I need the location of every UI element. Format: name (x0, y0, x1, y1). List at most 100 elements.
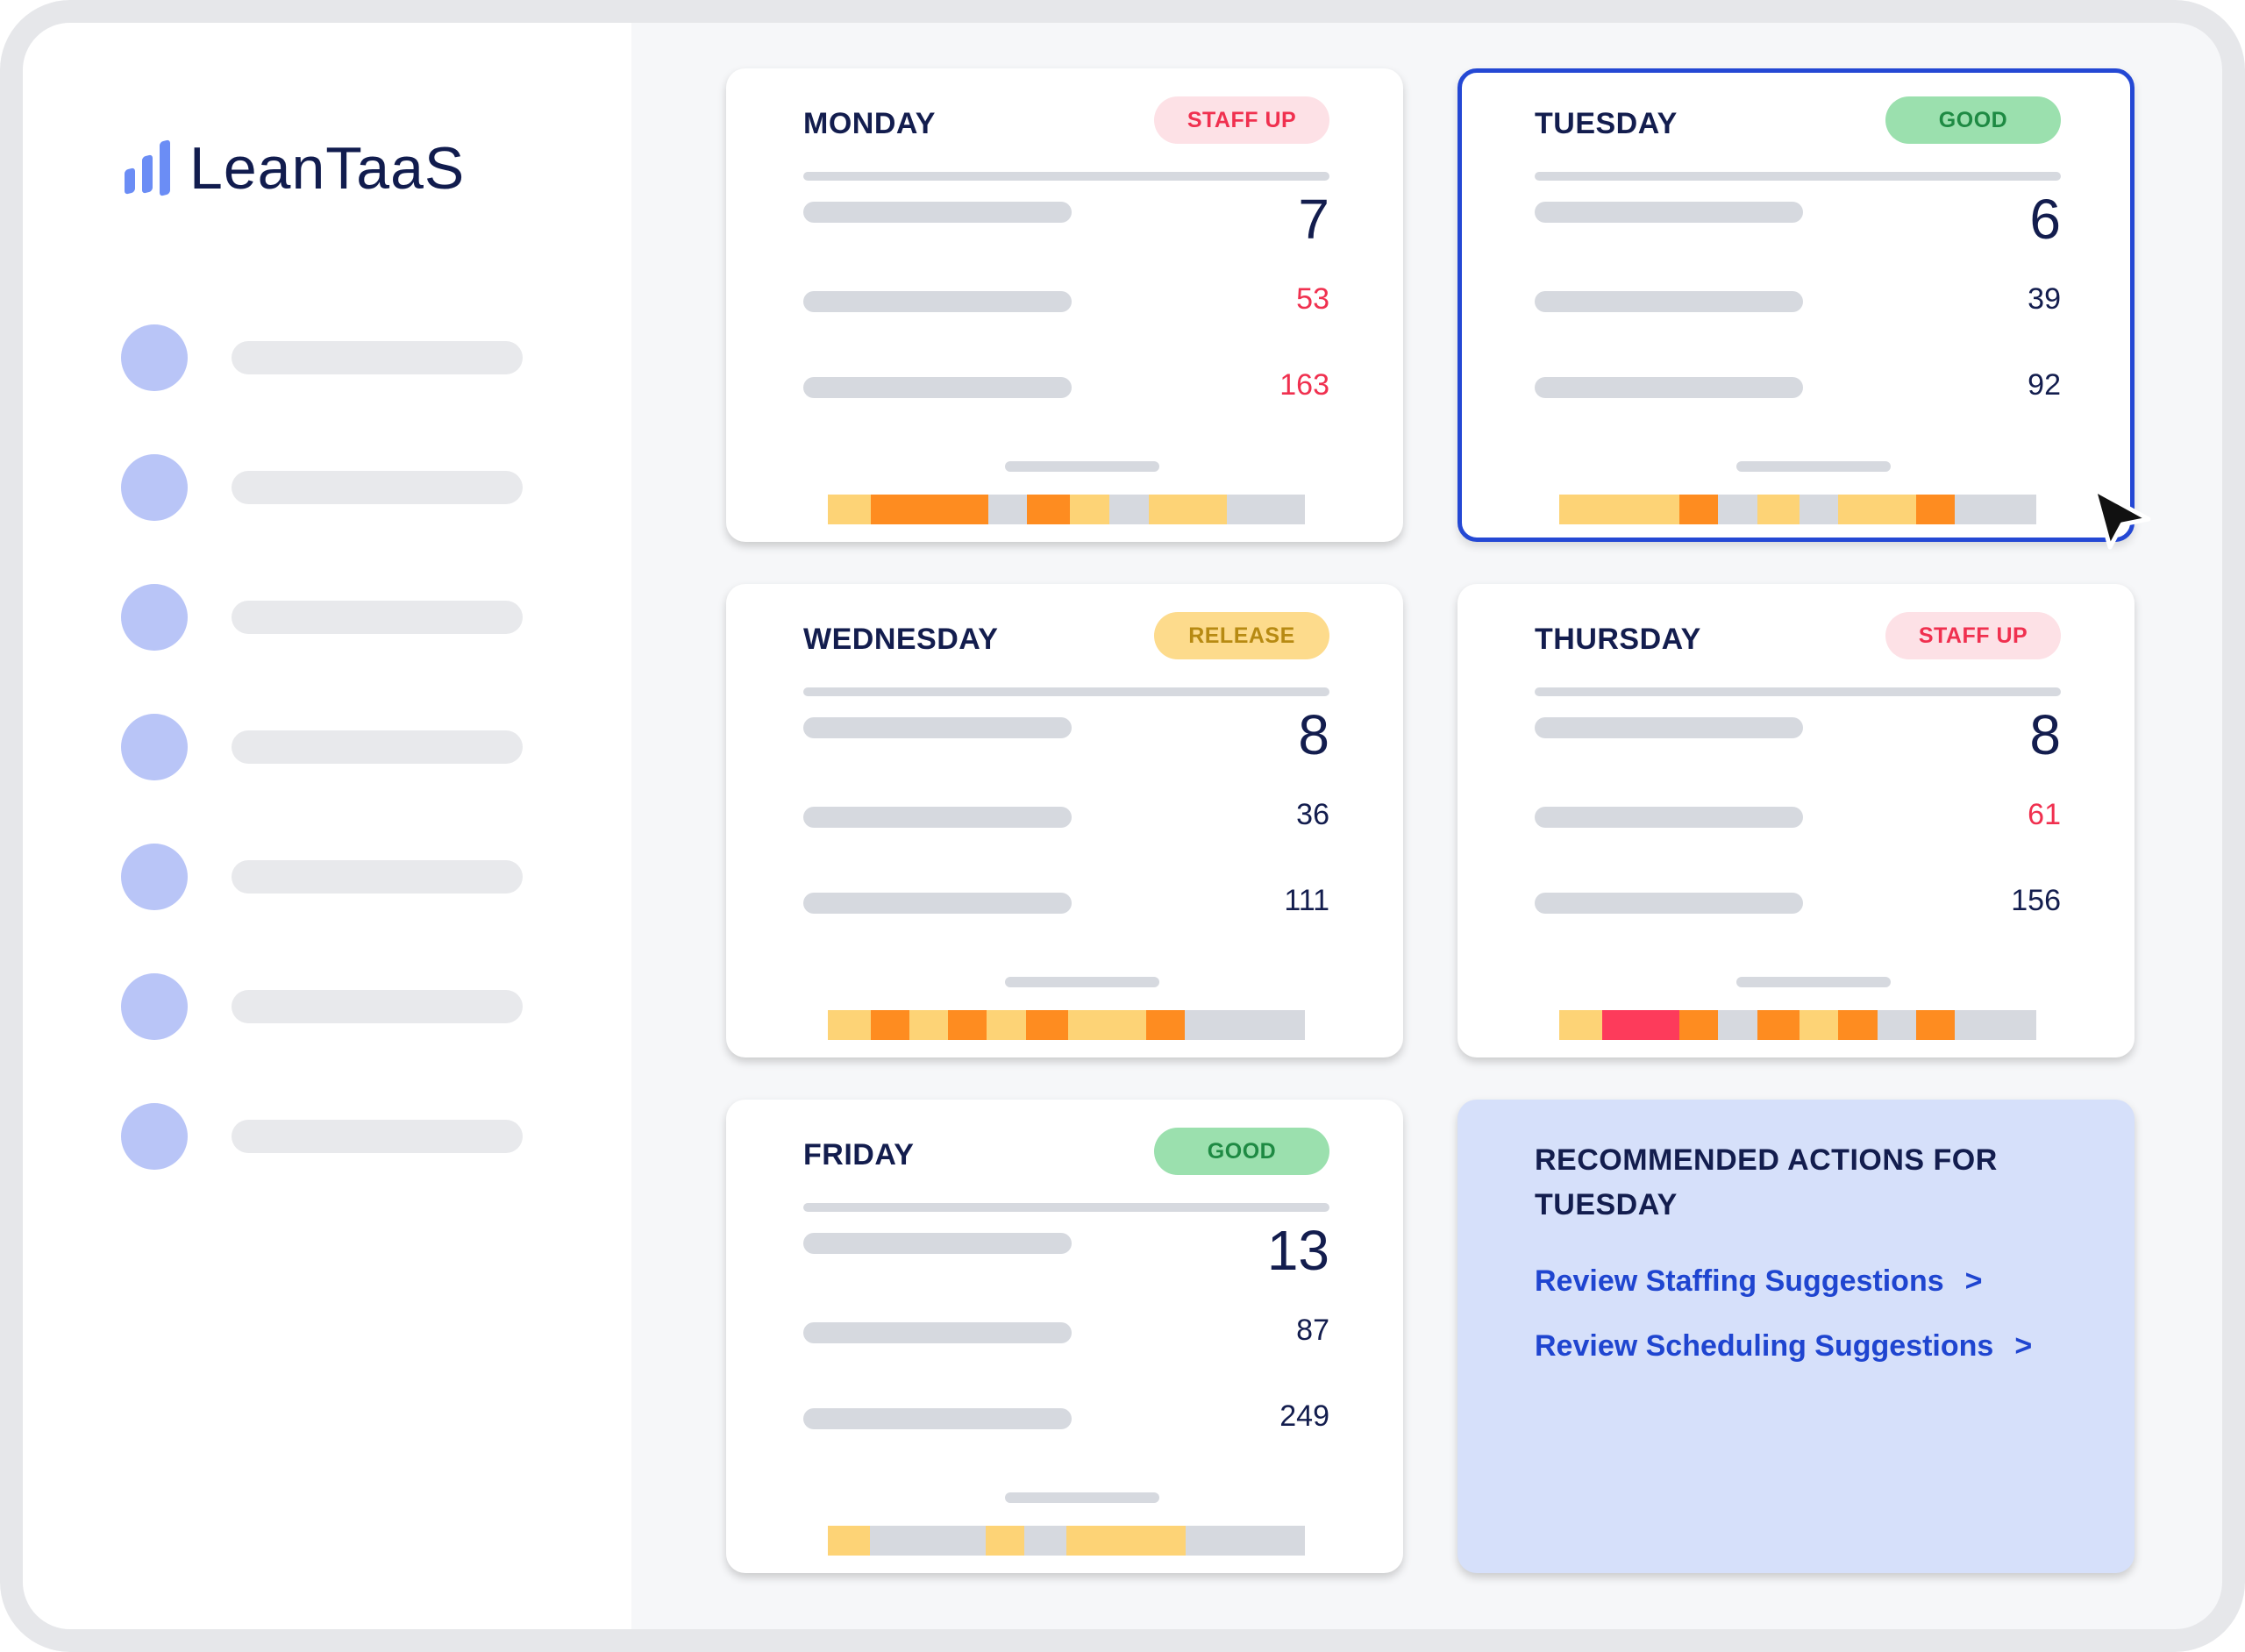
heat-segment-gray (1023, 1526, 1066, 1556)
sidebar-item[interactable] (121, 1103, 523, 1170)
sidebar-item[interactable] (121, 844, 523, 910)
heat-segment-orange (1145, 1010, 1185, 1040)
heat-segment-yellow (1070, 495, 1110, 524)
heat-segment-gray (1184, 1010, 1305, 1040)
row-label-placeholder (803, 202, 1072, 223)
primary-value: 6 (2029, 188, 2061, 251)
heat-segment-yellow (1559, 1010, 1602, 1040)
heat-segment-yellow (987, 1010, 1026, 1040)
row-label-placeholder (803, 1408, 1072, 1429)
heat-segment-gray (870, 1526, 986, 1556)
nav-dot-icon (121, 584, 188, 651)
status-badge: RELEASE (1154, 612, 1329, 659)
secondary-value: 36 (1296, 798, 1329, 831)
heatmap-label-placeholder (1005, 461, 1159, 472)
review-staffing-label: Review Staffing Suggestions (1535, 1264, 1944, 1298)
day-card-thursday[interactable]: THURSDAY STAFF UP 8 61 156 (1457, 584, 2135, 1057)
review-scheduling-label: Review Scheduling Suggestions (1535, 1329, 1994, 1363)
heat-segment-yellow (1757, 495, 1800, 524)
status-badge: STAFF UP (1885, 612, 2061, 659)
day-title: FRIDAY (803, 1138, 915, 1171)
nav-dot-icon (121, 1103, 188, 1170)
card-content: THURSDAY STAFF UP 8 61 156 (1457, 584, 2135, 1057)
nav-dot-icon (121, 324, 188, 391)
tertiary-value: 163 (1279, 368, 1329, 402)
sidebar-item-label-placeholder (232, 990, 523, 1023)
heat-segment-yellow (1068, 1010, 1146, 1040)
nav-dot-icon (121, 973, 188, 1040)
tertiary-value: 92 (2028, 368, 2061, 402)
brand-name: LeanTaaS (189, 135, 466, 202)
heat-segment-orange (948, 1010, 987, 1040)
heatmap-label-placeholder (1005, 977, 1159, 987)
card-divider (803, 172, 1329, 181)
day-title: MONDAY (803, 107, 936, 140)
primary-value: 13 (1266, 1219, 1329, 1282)
day-card-monday[interactable]: MONDAY STAFF UP 7 53 163 (726, 68, 1403, 542)
card-divider (803, 687, 1329, 696)
heat-segment-yellow (828, 1526, 871, 1556)
chevron-right-icon: > (1964, 1264, 1983, 1298)
heat-segment-gray (987, 495, 1028, 524)
day-card-tuesday[interactable]: TUESDAY GOOD 6 39 92 (1457, 68, 2135, 542)
sidebar-item[interactable] (121, 584, 523, 651)
brand-logo[interactable]: LeanTaaS (125, 135, 465, 202)
row-label-placeholder (803, 717, 1072, 738)
hourly-heat-strip (828, 1526, 1305, 1556)
tertiary-value: 249 (1279, 1399, 1329, 1433)
primary-value: 7 (1298, 188, 1329, 251)
card-content: TUESDAY GOOD 6 39 92 (1457, 68, 2135, 542)
heat-segment-yellow (1559, 495, 1680, 524)
heat-segment-orange (1679, 495, 1719, 524)
day-card-wednesday[interactable]: WEDNESDAY RELEASE 8 36 111 (726, 584, 1403, 1057)
sidebar-item[interactable] (121, 454, 523, 521)
secondary-value: 53 (1296, 282, 1329, 316)
heat-segment-gray (1185, 1526, 1305, 1556)
sidebar-item-label-placeholder (232, 1120, 523, 1153)
sidebar-item[interactable] (121, 324, 523, 391)
heatmap-label-placeholder (1005, 1492, 1159, 1503)
heat-segment-orange (1915, 1010, 1956, 1040)
row-label-placeholder (803, 291, 1072, 312)
row-label-placeholder (803, 1322, 1072, 1343)
hourly-heat-strip (828, 1010, 1305, 1040)
tertiary-value: 156 (2011, 884, 2061, 917)
heatmap-label-placeholder (1736, 977, 1891, 987)
sidebar-item-label-placeholder (232, 860, 523, 894)
status-badge: GOOD (1885, 96, 2061, 144)
row-label-placeholder (1535, 807, 1803, 828)
recommended-actions-panel: RECOMMENDED ACTIONS FOR TUESDAY Review S… (1457, 1100, 2135, 1573)
heat-segment-red (1601, 1010, 1680, 1040)
row-label-placeholder (1535, 893, 1803, 914)
chevron-right-icon: > (2014, 1329, 2033, 1363)
status-badge: STAFF UP (1154, 96, 1329, 144)
sidebar-item[interactable] (121, 714, 523, 780)
heat-segment-gray (1955, 1010, 2036, 1040)
heat-segment-yellow (909, 1010, 949, 1040)
card-content: WEDNESDAY RELEASE 8 36 111 (726, 584, 1403, 1057)
card-divider (803, 1203, 1329, 1212)
review-scheduling-link[interactable]: Review Scheduling Suggestions > (1535, 1329, 2032, 1364)
day-title: TUESDAY (1535, 107, 1678, 140)
day-card-friday[interactable]: FRIDAY GOOD 13 87 249 (726, 1100, 1403, 1573)
heatmap-label-placeholder (1736, 461, 1891, 472)
row-label-placeholder (803, 807, 1072, 828)
heat-segment-yellow (1148, 495, 1227, 524)
row-label-placeholder (1535, 202, 1803, 223)
day-title: THURSDAY (1535, 623, 1701, 656)
sidebar-item-label-placeholder (232, 730, 523, 764)
review-staffing-link[interactable]: Review Staffing Suggestions > (1535, 1264, 1982, 1299)
day-title: WEDNESDAY (803, 623, 999, 656)
status-badge: GOOD (1154, 1128, 1329, 1175)
heat-segment-gray (1877, 1010, 1916, 1040)
tertiary-value: 111 (1284, 884, 1329, 917)
hourly-heat-strip (1559, 1010, 2036, 1040)
heat-segment-gray (1718, 1010, 1757, 1040)
heat-segment-yellow (1065, 1526, 1186, 1556)
card-content: MONDAY STAFF UP 7 53 163 (726, 68, 1403, 542)
heat-segment-gray (1800, 495, 1839, 524)
row-label-placeholder (1535, 291, 1803, 312)
sidebar-item[interactable] (121, 973, 523, 1040)
heat-segment-orange (1757, 1010, 1800, 1040)
primary-value: 8 (1298, 703, 1329, 766)
